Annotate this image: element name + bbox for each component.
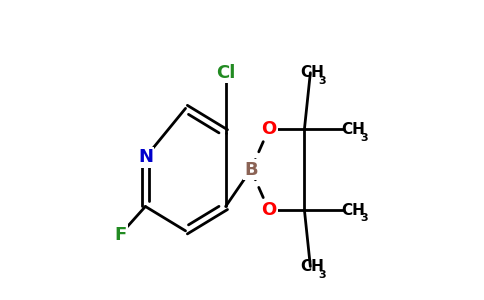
Text: B: B [244,160,257,178]
Text: 3: 3 [360,133,368,142]
Text: CH: CH [300,259,324,274]
Text: 3: 3 [318,270,326,280]
Text: Cl: Cl [216,64,235,82]
Text: N: N [138,148,153,166]
Text: O: O [261,120,276,138]
Text: CH: CH [342,202,365,217]
Text: O: O [261,201,276,219]
Text: CH: CH [300,65,324,80]
Text: CH: CH [342,122,365,137]
Text: 3: 3 [318,76,326,86]
Text: F: F [114,226,126,244]
Text: 3: 3 [360,213,368,224]
